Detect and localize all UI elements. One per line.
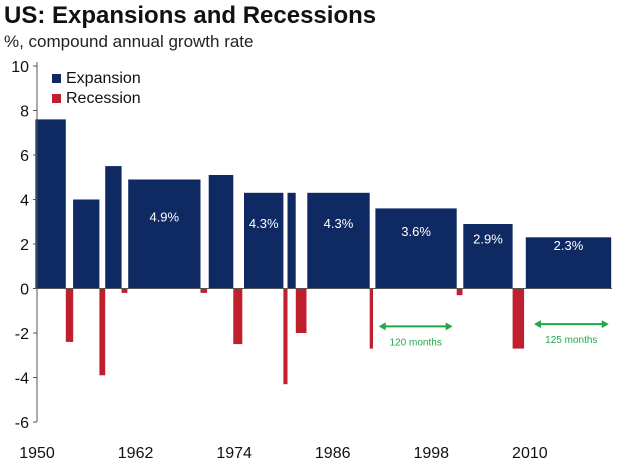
bar-value-label: 4.9% <box>149 209 179 224</box>
recession-bar <box>295 288 307 333</box>
recession-bar <box>369 288 373 349</box>
legend-label-expansion: Expansion <box>66 70 141 87</box>
expansion-bar <box>73 199 100 289</box>
recession-bar <box>456 288 463 296</box>
y-tick-label: 10 <box>11 59 29 76</box>
expansion-bar <box>244 192 284 289</box>
bar-value-label: 4.3% <box>249 216 279 231</box>
annotation-label: 125 months <box>545 335 597 346</box>
recession-bar <box>283 288 288 385</box>
x-tick-label: 1962 <box>118 445 154 462</box>
expansion-bar <box>375 208 457 289</box>
y-tick-label: 4 <box>20 193 29 210</box>
recession-bar <box>65 288 74 342</box>
expansion-bar <box>105 166 122 289</box>
bar-value-label: 2.3% <box>554 238 584 253</box>
annotation-arrowhead-left <box>378 322 386 331</box>
recession-bar <box>121 288 128 293</box>
bar-value-label: 4.3% <box>324 216 354 231</box>
y-tick-label: 2 <box>20 237 29 254</box>
axes-layer: -6 -4 -2 0 2 4 6 8 10 1950 1962 1974 1986 1998 2010 <box>11 59 612 462</box>
expansion-bar <box>128 179 201 289</box>
recession-bar <box>233 288 243 345</box>
x-tick-label: 1986 <box>315 445 351 462</box>
y-tick-label: 8 <box>20 104 29 121</box>
legend-swatch-expansion <box>52 74 61 83</box>
annotation-arrowhead-left <box>533 320 541 329</box>
y-tick-label: -6 <box>15 415 29 432</box>
annotations-layer: 120 months 125 months <box>378 320 609 348</box>
y-tick-label: 0 <box>20 282 29 299</box>
expansion-bar <box>287 192 296 289</box>
x-tick-label: 2010 <box>512 445 548 462</box>
legend: Expansion Recession <box>52 70 141 107</box>
bar-value-label: 2.9% <box>473 232 503 247</box>
y-tick-label: -2 <box>15 326 29 343</box>
expansion-bar <box>208 175 234 289</box>
legend-label-recession: Recession <box>66 90 141 107</box>
x-tick-label: 1998 <box>413 445 449 462</box>
y-tick-label: -4 <box>15 371 29 388</box>
annotation-arrowhead-right <box>445 322 453 331</box>
annotation-label: 120 months <box>390 337 442 348</box>
y-tick-label: 6 <box>20 148 29 165</box>
expansion-bar <box>463 224 513 289</box>
recession-bar <box>200 288 208 293</box>
chart-subtitle: %, compound annual growth rate <box>4 32 254 51</box>
legend-swatch-recession <box>52 94 61 103</box>
chart-title: US: Expansions and Recessions <box>4 2 377 29</box>
expansion-bar <box>307 192 370 289</box>
expansion-bar <box>525 237 612 289</box>
expansion-bar <box>35 119 66 289</box>
bar-value-label: 3.6% <box>401 224 431 239</box>
annotation-arrowhead-right <box>601 320 609 329</box>
x-tick-label: 1974 <box>216 445 252 462</box>
bars-layer: 4.9% 4.3% 4.3% 3.6% 2.9% 2.3% <box>35 119 612 385</box>
recession-bar <box>512 288 525 349</box>
recession-bar <box>99 288 106 376</box>
x-tick-label: 1950 <box>19 445 55 462</box>
